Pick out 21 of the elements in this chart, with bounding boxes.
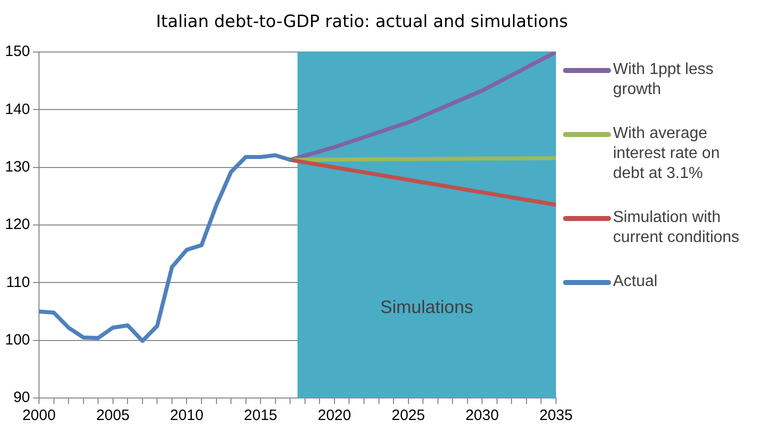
y-tick-label: 120 (4, 216, 30, 234)
legend-label: Simulation with current conditions (613, 208, 740, 248)
y-tick-label: 110 (6, 274, 30, 291)
x-tick-label: 2015 (244, 407, 278, 424)
x-tick-label: 2025 (392, 407, 425, 424)
x-tick-label: 2030 (465, 407, 499, 424)
y-tick-label: 140 (4, 100, 30, 118)
legend-label: With average interest rate on debt at 3.1% (613, 124, 721, 184)
x-tick-label: 2005 (96, 407, 130, 424)
x-tick-label: 2020 (318, 407, 352, 424)
y-tick-label: 90 (13, 389, 30, 406)
y-tick-label: 150 (4, 43, 30, 60)
legend-label: Actual (613, 272, 658, 292)
x-tick-label: 2010 (170, 407, 204, 424)
y-tick-label: 100 (4, 331, 30, 348)
y-tick-label: 130 (4, 158, 30, 176)
x-tick-label: 2035 (539, 407, 573, 424)
band-label: Simulations (380, 297, 474, 318)
x-tick-label: 2000 (22, 407, 56, 424)
chart-title: Italian debt-to-GDP ratio: actual and simulations (155, 12, 569, 32)
legend-label: With 1ppt less growth (613, 60, 714, 100)
